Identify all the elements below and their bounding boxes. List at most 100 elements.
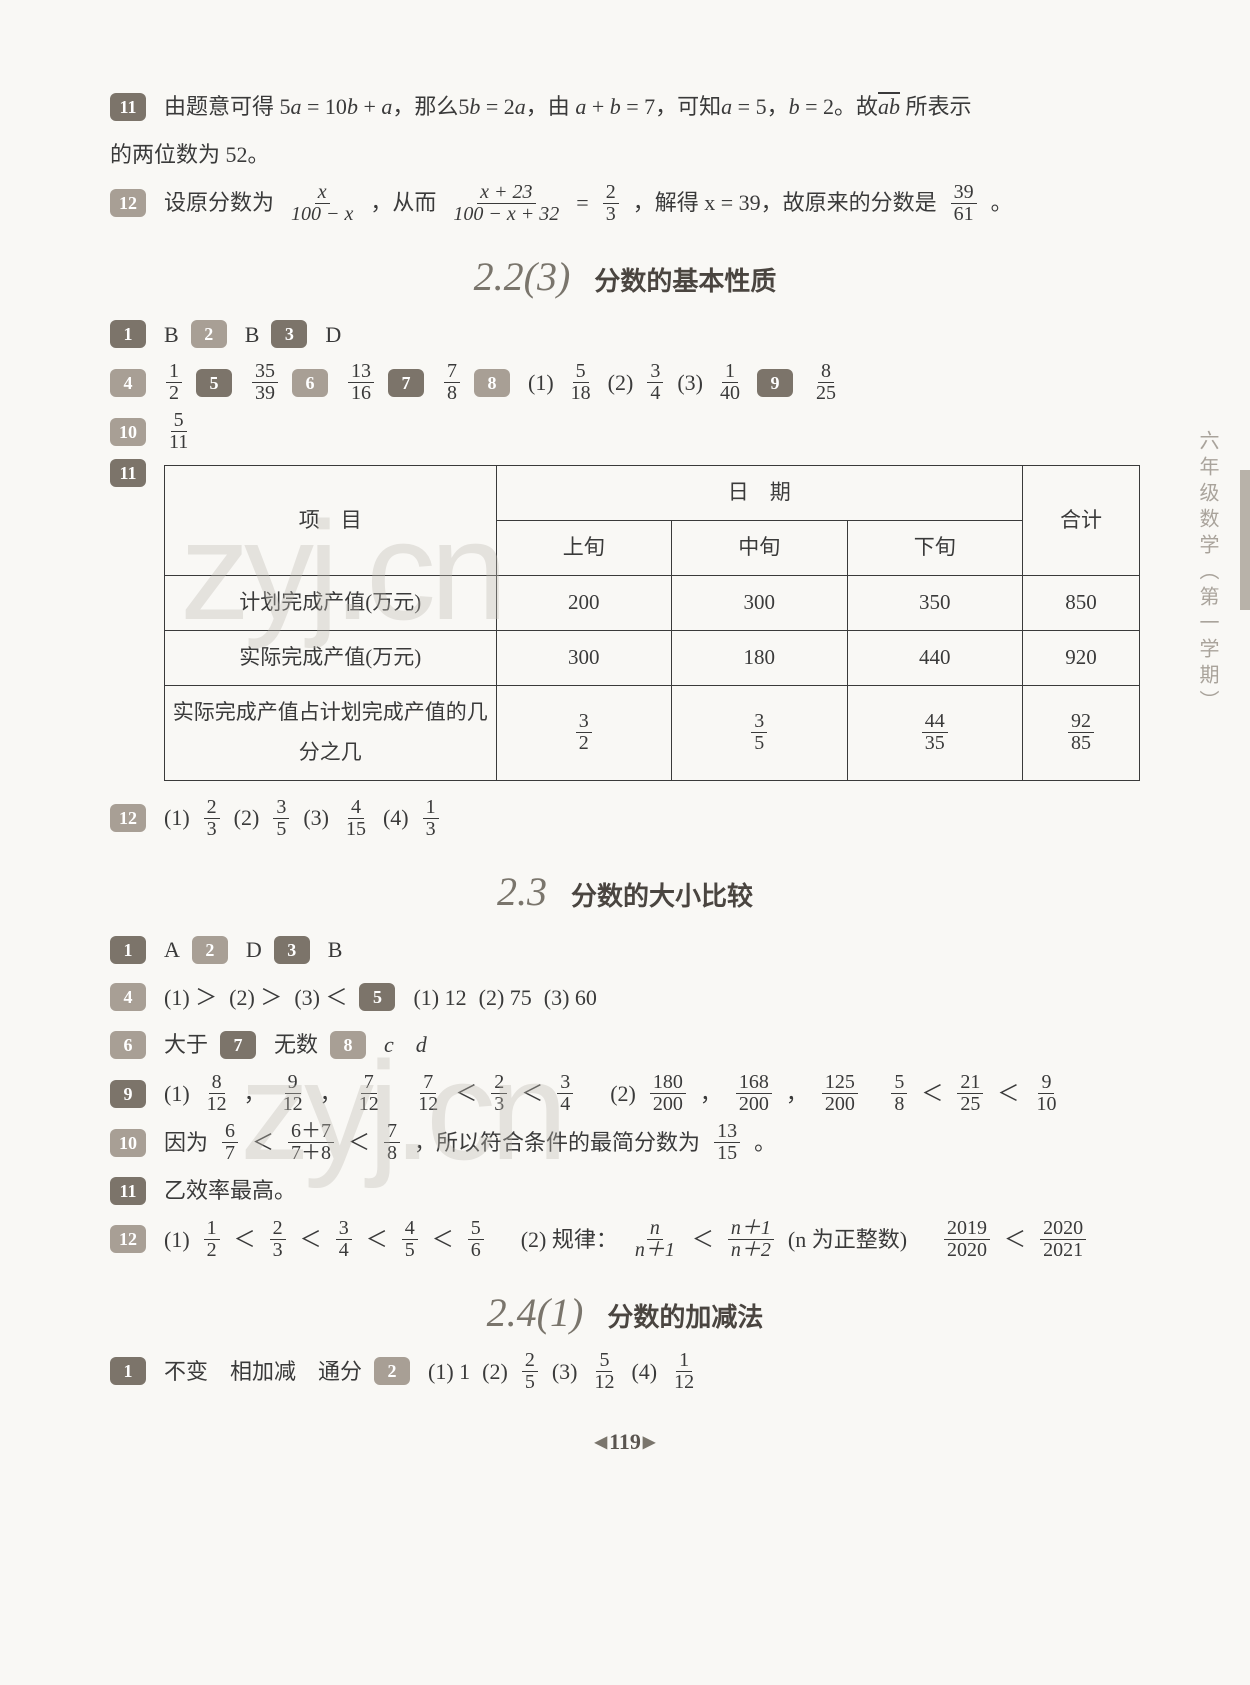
- answer: (2) 75: [479, 977, 532, 1019]
- problem-11-table-row: 11 项 目 日 期 合计 上旬 中旬 下旬 计划完成产值(万元) 200 30…: [110, 459, 1140, 790]
- fraction: 20192020: [944, 1218, 990, 1261]
- fraction: 712: [356, 1072, 382, 1115]
- cell: 计划完成产值(万元): [165, 576, 497, 631]
- cell: 440: [847, 631, 1023, 686]
- answers-row: 11 乙效率最高。: [110, 1170, 1140, 1212]
- badge-10: 10: [110, 418, 146, 446]
- answer: (1) 12: [413, 977, 466, 1019]
- label: (2): [234, 797, 260, 839]
- section-title: 分数的大小比较: [571, 882, 753, 911]
- fraction: x100 − x: [288, 182, 356, 225]
- answer: (3) 60: [544, 977, 597, 1019]
- badge-2: 2: [191, 320, 227, 348]
- fraction: 180200: [650, 1072, 686, 1115]
- fraction: 1315: [714, 1121, 740, 1164]
- fraction: 512: [591, 1350, 617, 1393]
- label: (3): [303, 797, 329, 839]
- fraction: 23: [204, 797, 220, 840]
- label: (4): [383, 797, 409, 839]
- answer: B: [328, 929, 343, 971]
- answer: B: [245, 314, 260, 356]
- fraction: 35: [273, 797, 289, 840]
- answers-row: 12 (1) 23 (2) 35 (3) 415 (4) 13: [110, 797, 1140, 840]
- fraction: 912: [280, 1072, 306, 1115]
- answers-row: 12 (1) 12＜ 23＜ 34＜ 45＜ 56 (2) 规律： nn＋1＜ …: [110, 1218, 1140, 1261]
- fraction: 140: [717, 361, 743, 404]
- fraction: 20202021: [1040, 1218, 1086, 1261]
- header-date: 日 期: [496, 466, 1023, 521]
- badge-4: 4: [110, 369, 146, 397]
- fraction: n＋1n＋2: [728, 1218, 774, 1261]
- table-row: 实际完成产值(万元) 300 180 440 920: [165, 631, 1140, 686]
- fraction: 25: [522, 1350, 538, 1393]
- cell: 4435: [847, 685, 1023, 780]
- label: (2): [608, 362, 634, 404]
- badge-3: 3: [274, 936, 310, 964]
- cell: 920: [1023, 631, 1140, 686]
- answer: 不变 相加减 通分: [164, 1351, 362, 1393]
- table-row: 计划完成产值(万元) 200 300 350 850: [165, 576, 1140, 631]
- fraction: 168200: [736, 1072, 772, 1115]
- cell: 200: [496, 576, 672, 631]
- table-row: 项 目 日 期 合计: [165, 466, 1140, 521]
- text: ，所以符合条件的最简分数为: [414, 1122, 700, 1164]
- production-table: 项 目 日 期 合计 上旬 中旬 下旬 计划完成产值(万元) 200 300 3…: [164, 465, 1140, 780]
- fraction: 45: [402, 1218, 418, 1261]
- badge-5: 5: [196, 369, 232, 397]
- problem-11-line1: 11 由题意可得 5a = 10b + a，那么5b = 2a，由 a + b …: [110, 86, 1140, 128]
- answers-row: 4 (1) ＞ (2) ＞ (3) ＜ 5 (1) 12 (2) 75 (3) …: [110, 977, 1140, 1019]
- cell: 300: [496, 631, 672, 686]
- badge-7: 7: [388, 369, 424, 397]
- label: (4): [631, 1351, 657, 1393]
- section-title: 分数的加减法: [607, 1303, 763, 1332]
- badge-12: 12: [110, 189, 146, 217]
- fraction: 511: [166, 410, 191, 453]
- answers-row: 4 12 5 3539 6 1316 7 78 8 (1) 518 (2) 34…: [110, 361, 1140, 404]
- badge-10: 10: [110, 1129, 146, 1157]
- cell: 180: [672, 631, 848, 686]
- badge-1: 1: [110, 1357, 146, 1385]
- badge-1: 1: [110, 936, 146, 964]
- answers-row: 6大于 7无数 8c d: [110, 1024, 1140, 1066]
- fraction: 34: [336, 1218, 352, 1261]
- badge-8: 8: [330, 1031, 366, 1059]
- badge-6: 6: [292, 369, 328, 397]
- cell: 实际完成产值(万元): [165, 631, 497, 686]
- answer: 大于: [164, 1024, 208, 1066]
- fraction: 56: [468, 1218, 484, 1261]
- badge-4: 4: [110, 983, 146, 1011]
- label: (1): [164, 1073, 190, 1115]
- fraction: x + 23100 − x + 32: [450, 182, 562, 225]
- section-22-head: 2.2(3) 分数的基本性质: [110, 253, 1140, 300]
- fraction: 2125: [957, 1072, 983, 1115]
- fraction: nn＋1: [632, 1218, 678, 1261]
- problem-11-line2: 的两位数为 52。: [110, 134, 1140, 176]
- text: 因为: [164, 1122, 208, 1164]
- fraction: 125200: [822, 1072, 858, 1115]
- table-row: 实际完成产值占计划完成产值的几分之几 32 35 4435 9285: [165, 685, 1140, 780]
- label: (3): [677, 362, 703, 404]
- answers-row: 10 511: [110, 410, 1140, 453]
- fraction: 3961: [951, 182, 977, 225]
- answers-row: 1B 2B 3D: [110, 314, 1140, 356]
- cell: 300: [672, 576, 848, 631]
- cell: 350: [847, 576, 1023, 631]
- answer: (3) ＜: [294, 977, 347, 1019]
- badge-11: 11: [110, 459, 146, 487]
- label: (2) 规律：: [521, 1219, 618, 1261]
- page-number: ◀119▶: [110, 1429, 1140, 1455]
- cell: 32: [496, 685, 672, 780]
- fraction: 13: [423, 797, 439, 840]
- badge-11: 11: [110, 1177, 146, 1205]
- answer: A: [164, 929, 180, 971]
- section-number: 2.2(3): [474, 254, 571, 299]
- fraction: 67: [222, 1121, 238, 1164]
- text: ，解得 x = 39，故原来的分数是: [633, 182, 937, 224]
- text: (n 为正整数): [788, 1219, 907, 1261]
- fraction: 1316: [348, 361, 374, 404]
- answer: 无数: [274, 1024, 318, 1066]
- side-accent-bar: [1240, 470, 1250, 610]
- section-number: 2.4(1): [487, 1290, 584, 1335]
- cell: 9285: [1023, 685, 1140, 780]
- label: (2): [482, 1351, 508, 1393]
